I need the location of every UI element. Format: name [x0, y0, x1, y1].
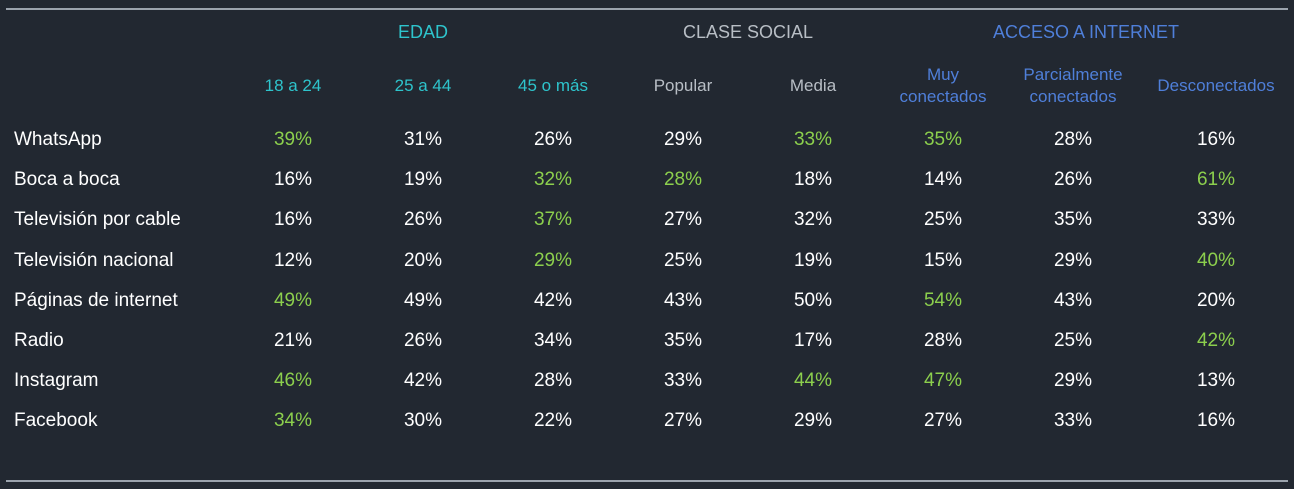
value-cell: 40% — [1196, 249, 1236, 271]
value-cell: 35% — [663, 330, 703, 352]
column-header: 25 a 44 — [394, 76, 452, 95]
value-cell: 42% — [533, 289, 573, 311]
row-label: WhatsApp — [14, 129, 102, 151]
top-rule — [6, 8, 1288, 10]
value-cell: 28% — [663, 169, 703, 191]
corner-cell — [0, 52, 228, 120]
value-cell: 29% — [793, 410, 833, 432]
value-cell: 28% — [1053, 129, 1093, 151]
value-cell: 35% — [1053, 209, 1093, 231]
table-row: Facebook 34% 30% 22% 27% 29% 27% 33% 16% — [0, 401, 1294, 441]
value-cell: 54% — [923, 289, 963, 311]
column-header: Media — [789, 76, 837, 95]
value-cell: 16% — [1196, 410, 1236, 432]
value-cell: 34% — [273, 410, 313, 432]
value-cell: 16% — [273, 169, 313, 191]
value-cell: 17% — [793, 330, 833, 352]
value-cell: 18% — [793, 169, 833, 191]
value-cell: 33% — [663, 370, 703, 392]
table-row: Páginas de internet 49% 49% 42% 43% 50% 54% 43%… — [0, 281, 1294, 321]
column-header: Parcialmente conectados — [1023, 65, 1123, 106]
value-cell: 26% — [1053, 169, 1093, 191]
value-cell: 13% — [1196, 370, 1236, 392]
corner-cell — [0, 10, 228, 52]
value-cell: 50% — [793, 289, 833, 311]
row-label: Radio — [14, 330, 64, 352]
group-header-clase-social: CLASE SOCIAL — [682, 21, 814, 42]
row-label: Boca a boca — [14, 169, 120, 191]
value-cell: 28% — [923, 330, 963, 352]
value-cell: 29% — [663, 129, 703, 151]
value-cell: 27% — [663, 410, 703, 432]
value-cell: 25% — [923, 209, 963, 231]
value-cell: 30% — [403, 410, 443, 432]
value-cell: 28% — [533, 370, 573, 392]
group-header-edad: EDAD — [397, 21, 448, 42]
value-cell: 61% — [1196, 169, 1236, 191]
value-cell: 15% — [923, 249, 963, 271]
column-header: Popular — [653, 76, 713, 95]
row-label: Facebook — [14, 410, 98, 432]
value-cell: 32% — [533, 169, 573, 191]
value-cell: 43% — [663, 289, 703, 311]
value-cell: 34% — [533, 330, 573, 352]
value-cell: 33% — [1196, 209, 1236, 231]
value-cell: 29% — [1053, 370, 1093, 392]
value-cell: 12% — [273, 249, 313, 271]
bottom-rule — [6, 480, 1288, 482]
value-cell: 21% — [273, 330, 313, 352]
value-cell: 27% — [663, 209, 703, 231]
table-row: Boca a boca 16% 19% 32% 28% 18% 14% 26% 61% — [0, 160, 1294, 200]
value-cell: 39% — [273, 129, 313, 151]
value-cell: 16% — [1196, 129, 1236, 151]
value-cell: 16% — [273, 209, 313, 231]
group-header-row: EDAD CLASE SOCIAL ACCESO A INTERNET — [0, 10, 1294, 52]
value-cell: 32% — [793, 209, 833, 231]
column-header: 45 o más — [518, 76, 588, 95]
row-label: Televisión nacional — [14, 249, 174, 271]
value-cell: 49% — [403, 289, 443, 311]
column-header: Desconectados — [1157, 76, 1275, 95]
value-cell: 26% — [533, 129, 573, 151]
value-cell: 22% — [533, 410, 573, 432]
value-cell: 37% — [533, 209, 573, 231]
value-cell: 25% — [663, 249, 703, 271]
value-cell: 20% — [1196, 289, 1236, 311]
value-cell: 35% — [923, 129, 963, 151]
column-header: 18 a 24 — [264, 76, 322, 95]
row-label: Televisión por cable — [14, 209, 181, 231]
value-cell: 47% — [923, 370, 963, 392]
value-cell: 26% — [403, 330, 443, 352]
value-cell: 19% — [403, 169, 443, 191]
value-cell: 33% — [1053, 410, 1093, 432]
value-cell: 19% — [793, 249, 833, 271]
group-header-acceso-internet: ACCESO A INTERNET — [992, 21, 1180, 42]
value-cell: 42% — [403, 370, 443, 392]
table-row: Instagram 46% 42% 28% 33% 44% 47% 29% 13% — [0, 361, 1294, 401]
value-cell: 49% — [273, 289, 313, 311]
value-cell: 31% — [403, 129, 443, 151]
column-header: Muy conectados — [899, 65, 987, 106]
value-cell: 46% — [273, 370, 313, 392]
value-cell: 25% — [1053, 330, 1093, 352]
value-cell: 29% — [533, 249, 573, 271]
value-cell: 14% — [923, 169, 963, 191]
value-cell: 44% — [793, 370, 833, 392]
row-label: Páginas de internet — [14, 289, 178, 311]
table-body: WhatsApp 39% 31% 26% 29% 33% 35% 28% 16% Boca a b… — [0, 120, 1294, 442]
table-row: WhatsApp 39% 31% 26% 29% 33% 35% 28% 16% — [0, 120, 1294, 160]
table-row: Televisión nacional 12% 20% 29% 25% 19% 15% 29%… — [0, 241, 1294, 281]
table-row: Radio 21% 26% 34% 35% 17% 28% 25% 42% — [0, 321, 1294, 361]
value-cell: 20% — [403, 249, 443, 271]
value-cell: 33% — [793, 129, 833, 151]
row-label: Instagram — [14, 370, 99, 392]
value-cell: 26% — [403, 209, 443, 231]
table-row: Televisión por cable 16% 26% 37% 27% 32% 25% 35… — [0, 200, 1294, 240]
data-table: EDAD CLASE SOCIAL ACCESO A INTERNET 18 a… — [0, 10, 1294, 442]
value-cell: 29% — [1053, 249, 1093, 271]
value-cell: 27% — [923, 410, 963, 432]
value-cell: 43% — [1053, 289, 1093, 311]
column-header-row: 18 a 24 25 a 44 45 o más Popular Media M… — [0, 52, 1294, 120]
value-cell: 42% — [1196, 330, 1236, 352]
